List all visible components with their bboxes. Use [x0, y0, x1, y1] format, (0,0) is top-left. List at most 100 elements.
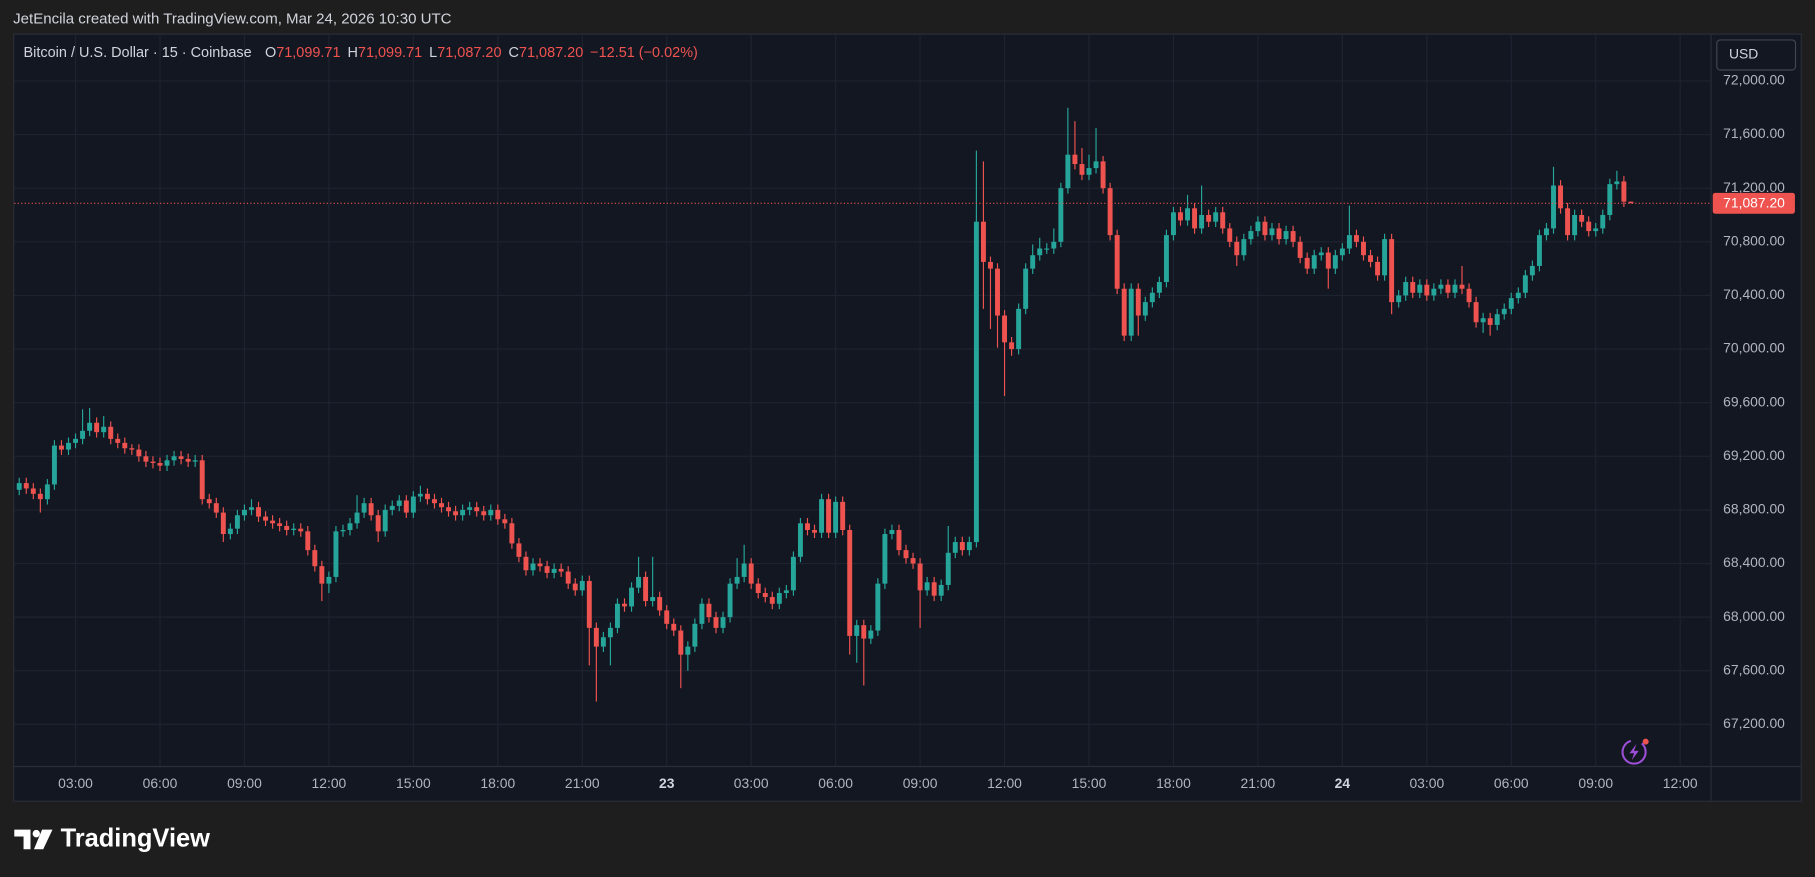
candle-body: [1410, 282, 1416, 293]
candle-body: [1515, 292, 1521, 299]
candle-body: [1396, 295, 1402, 303]
y-tick-label: 68,000.00: [1723, 608, 1785, 624]
candle-body: [509, 523, 515, 544]
y-tick-label: 70,400.00: [1723, 286, 1785, 302]
candle-body: [277, 523, 283, 526]
candle-body: [192, 460, 198, 462]
candle-body: [347, 523, 353, 531]
candle-body: [94, 422, 100, 433]
candle-body: [833, 501, 839, 533]
x-tick-label: 21:00: [1241, 775, 1276, 791]
candle-body: [1220, 212, 1226, 229]
candle-body: [446, 507, 452, 512]
candle-body: [1107, 188, 1113, 236]
candle-body: [544, 566, 550, 573]
tradingview-logo: TradingView: [14, 825, 210, 853]
x-tick-label: 23: [659, 775, 675, 791]
candle-body: [636, 576, 642, 588]
candle-body: [326, 576, 332, 584]
candle-body: [80, 430, 86, 439]
candle-body: [150, 461, 156, 463]
candle-body: [840, 501, 846, 531]
logo-mark-t: [14, 829, 31, 850]
candle-body: [875, 583, 881, 631]
candle-body: [439, 503, 444, 508]
candle-body: [312, 550, 318, 567]
candle-body: [1023, 268, 1029, 309]
candle-body: [249, 507, 254, 510]
x-tick-label: 06:00: [818, 775, 853, 791]
legend-value: 71,099.71: [358, 45, 422, 61]
candle-body: [234, 515, 240, 529]
candle-body: [706, 603, 712, 618]
candle-body: [692, 623, 698, 647]
x-tick-label: 24: [1335, 775, 1351, 791]
currency-button[interactable]: [1716, 39, 1797, 71]
candle-body: [1389, 239, 1395, 303]
candle-body: [1290, 231, 1296, 242]
candle-body: [861, 625, 867, 639]
grid: [14, 34, 1711, 766]
candle-body: [565, 571, 571, 584]
candle-body: [1403, 282, 1409, 296]
candle-body: [1093, 161, 1099, 169]
candle-body: [291, 528, 297, 531]
candle-body: [361, 503, 367, 513]
candle-body: [1269, 228, 1275, 236]
x-tick-label: 18:00: [480, 775, 515, 791]
candle-body: [108, 426, 114, 439]
candle-body: [1114, 235, 1120, 289]
candle-body: [1353, 235, 1359, 242]
candle-body: [952, 542, 958, 553]
candle-body: [227, 528, 233, 535]
candle-body: [1466, 288, 1472, 303]
candle-body: [1044, 248, 1050, 250]
candle-body: [403, 500, 409, 513]
candle-body: [945, 552, 951, 585]
candle-body: [812, 530, 817, 533]
candle-body: [129, 448, 135, 450]
legend-change: −12.51 (−0.02%): [590, 45, 698, 61]
x-tick-label: 18:00: [1156, 775, 1191, 791]
candle-body: [396, 500, 402, 506]
y-tick-label: 70,000.00: [1723, 340, 1785, 356]
candle-body: [1065, 154, 1071, 189]
candle-body: [699, 603, 705, 624]
candle-body: [1234, 241, 1240, 256]
candle-body: [1501, 308, 1507, 315]
candle-body: [488, 509, 494, 516]
legend-key: C: [508, 45, 518, 61]
candle-body: [1558, 185, 1564, 209]
candle-body: [924, 582, 930, 591]
candle-body: [959, 542, 965, 551]
x-tick-label: 15:00: [396, 775, 431, 791]
chart-frame: [13, 33, 1802, 802]
candle-body: [847, 530, 853, 636]
candle-body: [1311, 255, 1317, 269]
candle-body: [720, 617, 726, 628]
candle-body: [1572, 215, 1578, 236]
candle-body: [1227, 228, 1233, 242]
x-tick-label: 06:00: [143, 775, 178, 791]
candle-body: [988, 261, 993, 269]
candle-body: [1452, 284, 1458, 293]
candle-body: [1494, 314, 1500, 325]
candle-body: [1544, 228, 1549, 236]
candle-body: [241, 509, 247, 516]
candle-body: [51, 445, 57, 485]
legend-value: 71,087.20: [437, 45, 501, 61]
currency-label[interactable]: USD: [1729, 46, 1758, 62]
candle-body: [1192, 208, 1198, 229]
candle-body: [1156, 282, 1162, 293]
y-tick-label: 67,200.00: [1723, 715, 1785, 731]
legend: Bitcoin / U.S. Dollar · 15 · Coinbase O7…: [24, 45, 698, 61]
candle-body: [185, 458, 191, 462]
candle-body: [101, 426, 107, 433]
candle-body: [495, 509, 501, 520]
axes: 67,200.00 67,600.00 68,000.00 68,400.00 68,8…: [14, 72, 1795, 791]
x-tick-label: 03:00: [734, 775, 769, 791]
candle-body: [1072, 154, 1078, 165]
candle-body: [143, 456, 149, 462]
candle-body: [776, 593, 782, 604]
candle-body: [1417, 284, 1423, 293]
